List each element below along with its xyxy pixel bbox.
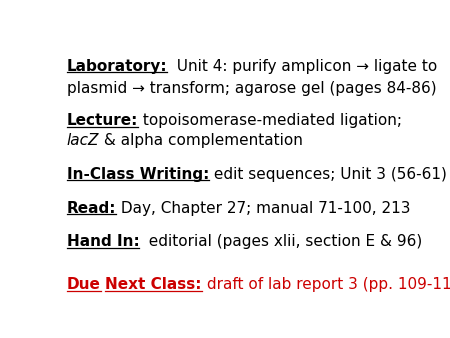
Text: lacZ: lacZ (67, 133, 99, 148)
Text: Day, Chapter 27; manual 71-100, 213: Day, Chapter 27; manual 71-100, 213 (116, 201, 411, 216)
Text: & alpha complementation: & alpha complementation (99, 133, 303, 148)
Text: draft of lab report 3 (pp. 109-115): draft of lab report 3 (pp. 109-115) (202, 277, 450, 292)
Text: edit sequences; Unit 3 (56-61): edit sequences; Unit 3 (56-61) (209, 167, 447, 182)
Text: plasmid → transform; agarose gel (pages 84-86): plasmid → transform; agarose gel (pages … (67, 81, 436, 96)
Text: Due: Due (67, 277, 101, 292)
Text: Lecture:: Lecture: (67, 114, 138, 128)
Text: Read:: Read: (67, 201, 116, 216)
Text: Hand In:: Hand In: (67, 235, 140, 249)
Text: In-Class Writing:: In-Class Writing: (67, 167, 209, 182)
Text: Unit 4: purify amplicon → ligate to: Unit 4: purify amplicon → ligate to (167, 59, 437, 74)
Text: topoisomerase-mediated ligation;: topoisomerase-mediated ligation; (138, 114, 402, 128)
Text: Next Class:: Next Class: (105, 277, 202, 292)
Text: Laboratory:: Laboratory: (67, 59, 167, 74)
Text: editorial (pages xlii, section E & 96): editorial (pages xlii, section E & 96) (140, 235, 423, 249)
